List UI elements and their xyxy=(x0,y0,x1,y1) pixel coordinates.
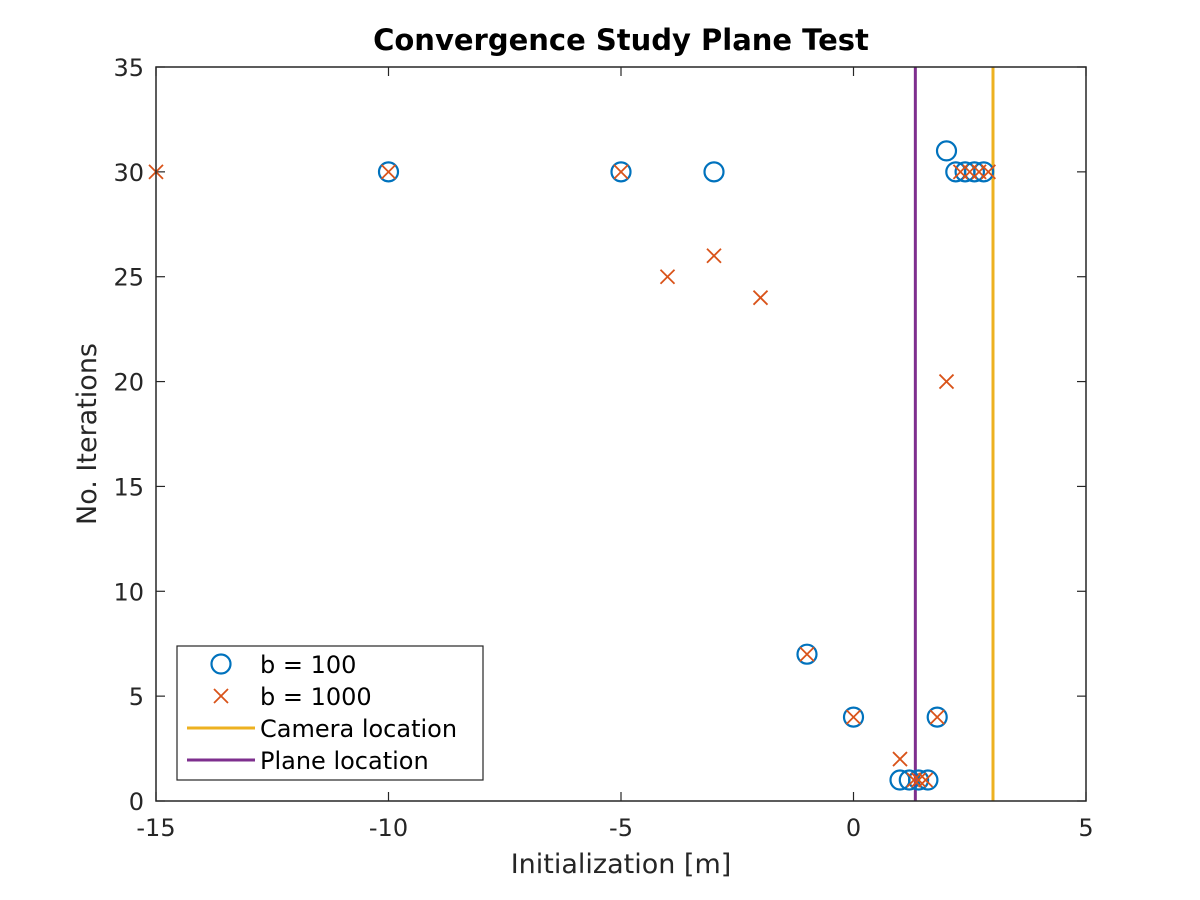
x-axis-label: Initialization [m] xyxy=(511,849,732,880)
data-point-b100 xyxy=(610,161,632,183)
legend-x-marker xyxy=(213,688,229,704)
y-tick-label: 0 xyxy=(129,788,144,816)
legend: b = 100 b = 1000 Camera location Plane l… xyxy=(176,645,484,781)
x-tick-label: 5 xyxy=(1078,814,1093,842)
data-point-b100 xyxy=(907,769,930,791)
y-tick-label: 15 xyxy=(113,473,144,501)
legend-circle-marker xyxy=(210,653,232,675)
x-tick-label: -15 xyxy=(136,814,175,842)
legend-label-b100: b = 100 xyxy=(260,651,356,679)
legend-label-b1000: b = 1000 xyxy=(260,683,372,711)
data-point-b1000 xyxy=(980,164,996,180)
data-point-b1000 xyxy=(938,373,955,390)
data-point-b100 xyxy=(935,140,958,162)
y-tick-label: 25 xyxy=(113,264,144,292)
data-point-b1000 xyxy=(706,248,722,264)
y-axis-label: No. Iterations xyxy=(72,343,103,525)
data-point-b1000 xyxy=(659,269,676,285)
data-point-b1000 xyxy=(929,709,945,725)
legend-label-camera: Camera location xyxy=(260,715,457,743)
data-point-b100 xyxy=(377,161,400,183)
reference-lines xyxy=(913,67,995,801)
legend-label-plane: Plane location xyxy=(260,747,429,775)
data-point-b1000 xyxy=(910,772,927,788)
legend-x-symbol xyxy=(213,688,229,704)
y-tick-label: 30 xyxy=(113,159,144,187)
data-point-b1000 xyxy=(799,646,815,662)
x-tick-label: -5 xyxy=(609,814,633,842)
x-tick-label: -10 xyxy=(369,814,408,842)
y-tick-label: 35 xyxy=(113,54,144,82)
data-point-b100 xyxy=(842,706,865,728)
x-axis-ticks: -15 -10 -5 0 5 xyxy=(136,67,1094,842)
y-tick-label: 10 xyxy=(113,578,144,606)
data-point-b100 xyxy=(926,706,948,728)
data-point-b100 xyxy=(963,161,986,183)
data-point-b1000 xyxy=(906,772,922,788)
legend-circle-symbol xyxy=(210,653,232,675)
data-point-b1000 xyxy=(613,164,629,180)
data-point-b100 xyxy=(973,161,995,183)
y-axis-ticks: 0 5 10 15 20 25 30 35 xyxy=(113,54,1086,816)
data-point-b1000 xyxy=(917,772,934,788)
data-point-b100 xyxy=(796,643,818,665)
y-tick-label: 5 xyxy=(129,683,144,711)
data-point-b100 xyxy=(703,161,725,183)
data-point-b1000 xyxy=(752,290,769,306)
axes-box xyxy=(155,66,1087,802)
data-point-b1000 xyxy=(845,709,862,725)
data-point-b1000 xyxy=(380,164,397,180)
y-tick-label: 20 xyxy=(113,369,144,397)
x-tick-label: 0 xyxy=(846,814,861,842)
legend-box xyxy=(176,645,484,781)
data-point-b1000 xyxy=(892,751,908,767)
chart-title: Convergence Study Plane Test xyxy=(373,23,869,57)
data-markers xyxy=(148,140,996,791)
